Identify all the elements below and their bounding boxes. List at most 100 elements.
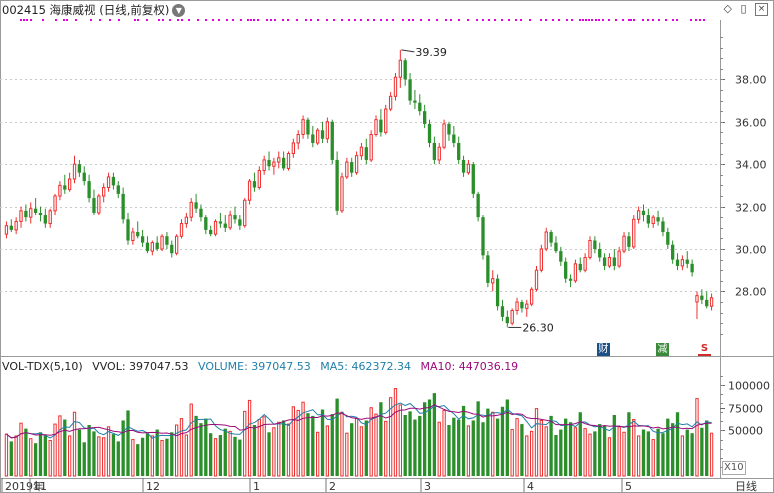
- event-dot: [402, 19, 404, 21]
- candle-body-down: [350, 162, 354, 173]
- price-tick-label: 38.00: [735, 74, 767, 87]
- volume-bar-up: [67, 435, 72, 477]
- volume-bar-up: [150, 435, 154, 477]
- volume-bar-up: [296, 409, 300, 477]
- candle-body-down: [500, 306, 505, 317]
- candle-body-up: [354, 155, 359, 174]
- volume-bar-up: [695, 398, 699, 477]
- volume-bar-down: [199, 423, 203, 476]
- candle-body-up: [189, 201, 193, 218]
- volume-bar-down: [666, 418, 670, 476]
- event-dot: [197, 19, 199, 21]
- volume-bar-down: [452, 417, 456, 476]
- volume-bar-down: [267, 432, 271, 476]
- candle-body-up: [53, 195, 57, 212]
- volume-bar-up: [651, 439, 655, 477]
- x-axis-label: 4: [527, 480, 534, 493]
- event-dot: [270, 19, 272, 21]
- event-dot: [274, 19, 276, 21]
- menu-icon[interactable]: ▯: [740, 2, 747, 15]
- event-dot: [360, 19, 362, 21]
- event-dot: [181, 19, 183, 21]
- event-dot: [585, 19, 587, 21]
- candle-body-up: [160, 235, 164, 250]
- candle-body-down: [320, 130, 325, 139]
- volume-bar-down: [661, 433, 665, 476]
- volume-bar-down: [685, 429, 689, 476]
- event-dot: [20, 19, 22, 21]
- candle-body-up: [573, 263, 578, 282]
- volume-bar-down: [63, 419, 67, 476]
- event-dot: [63, 19, 65, 21]
- candle-body-up: [388, 95, 393, 110]
- volume-bar-up: [97, 436, 101, 477]
- volume-bar-down: [111, 434, 116, 476]
- candle-body-up: [19, 210, 23, 222]
- chevron-down-icon[interactable]: ▼: [172, 4, 186, 17]
- candle-body-up: [301, 119, 305, 135]
- volume-bar-down: [646, 431, 651, 476]
- event-dot: [591, 19, 593, 21]
- volume-bar-down: [194, 415, 198, 476]
- candle-body-up: [286, 153, 291, 169]
- volume-bar-down: [578, 412, 582, 476]
- event-dot: [566, 19, 568, 21]
- event-dot: [232, 19, 234, 21]
- signal-s-badge[interactable]: S: [698, 343, 711, 356]
- share-reduction-badge[interactable]: 减: [656, 343, 669, 356]
- event-dot: [540, 19, 542, 21]
- volume-bar-up: [388, 397, 393, 477]
- event-dot: [296, 19, 298, 21]
- volume-indicator-name[interactable]: VOL-TDX(5,10): [2, 360, 83, 373]
- candle-body-down: [145, 242, 150, 252]
- diamond-icon[interactable]: ◇: [723, 2, 732, 15]
- volume-bar-up: [539, 419, 544, 477]
- event-dot: [647, 19, 649, 21]
- event-dot: [450, 19, 452, 21]
- candle-body-down: [461, 159, 466, 173]
- event-dot: [501, 19, 503, 21]
- zoom-x10-label[interactable]: X10: [722, 461, 746, 475]
- ma5-line: [6, 402, 712, 439]
- candle-body-up: [179, 223, 184, 237]
- candle-body-up: [695, 295, 699, 303]
- volume-bar-up: [340, 411, 344, 477]
- volume-bar-down: [549, 415, 553, 476]
- event-dot: [690, 19, 692, 21]
- event-dot: [482, 19, 484, 21]
- candle-body-down: [602, 257, 607, 266]
- volume-bar-down: [476, 401, 480, 476]
- volume-bar-down: [554, 435, 558, 476]
- x-axis-unit-label: 日线: [735, 479, 757, 493]
- volume-bar-up: [345, 432, 349, 477]
- event-dot: [476, 19, 478, 21]
- candle-body-down: [204, 217, 208, 230]
- volume-bar-down: [671, 423, 675, 476]
- volume-bar-down: [121, 420, 125, 476]
- candle-body-up: [437, 146, 441, 161]
- volume-bar-down: [223, 428, 227, 476]
- close-icon[interactable]: ×: [755, 3, 768, 16]
- candle-body-down: [656, 217, 660, 222]
- candle-body-up: [213, 220, 218, 235]
- financial-report-badge[interactable]: 财: [597, 343, 610, 356]
- volume-bar-down: [136, 444, 140, 476]
- volume-bar-up: [622, 431, 626, 477]
- event-dot: [90, 19, 92, 21]
- candle-body-up: [651, 216, 655, 225]
- volume-bar-up: [316, 431, 320, 477]
- event-dot: [75, 19, 77, 21]
- volume-bar-up: [583, 428, 587, 477]
- candle-body-down: [471, 164, 475, 194]
- candle-body-up: [150, 242, 154, 252]
- event-dot: [633, 19, 635, 21]
- volume-bar-up: [515, 418, 519, 477]
- event-dot: [118, 19, 120, 21]
- candle-body-down: [209, 229, 213, 235]
- volume-bar-down: [598, 424, 602, 476]
- event-dot: [428, 19, 430, 21]
- event-dot: [436, 19, 438, 21]
- volume-bar-down: [500, 406, 505, 476]
- event-dot: [515, 19, 517, 21]
- event-dot: [630, 19, 632, 21]
